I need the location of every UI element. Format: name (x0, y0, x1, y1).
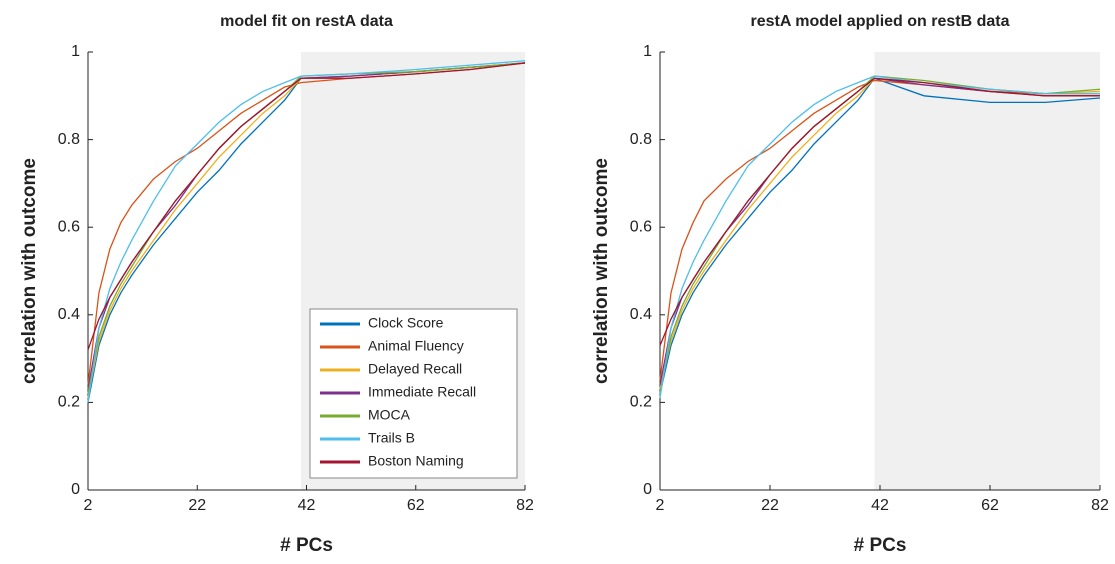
y-tick-label: 0.2 (58, 394, 80, 411)
y-tick-label: 0.8 (58, 131, 80, 148)
x-tick-label: 42 (298, 497, 316, 514)
x-tick-label: 2 (656, 497, 665, 514)
legend-label: MOCA (368, 407, 411, 423)
chart-title: restA model applied on restB data (750, 13, 1009, 30)
x-tick-label: 2 (84, 497, 93, 514)
y-tick-label: 0.6 (58, 218, 80, 235)
series-line (659, 77, 1100, 346)
y-axis-label: correlation with outcome (591, 158, 612, 384)
x-axis-label: # PCs (280, 535, 333, 556)
x-tick-label: 62 (407, 497, 425, 514)
series-line (659, 75, 1100, 399)
x-tick-label: 42 (871, 497, 889, 514)
legend-label: Animal Fluency (368, 338, 464, 354)
y-tick-label: 0 (643, 481, 652, 498)
y-tick-label: 1 (643, 43, 652, 60)
legend-label: Delayed Recall (368, 361, 462, 377)
series-line (87, 60, 526, 403)
x-tick-label: 82 (516, 497, 534, 514)
y-tick-label: 0.4 (58, 306, 80, 323)
series-line (87, 62, 526, 351)
legend-label: Trails B (368, 430, 415, 446)
y-tick-label: 1 (71, 43, 80, 60)
y-tick-label: 0.4 (630, 306, 652, 323)
x-tick-label: 82 (1091, 497, 1109, 514)
y-axis-label: correlation with outcome (19, 158, 40, 384)
y-tick-label: 0.8 (630, 131, 652, 148)
x-axis-label: # PCs (854, 535, 907, 556)
x-tick-label: 62 (981, 497, 999, 514)
y-tick-label: 0.2 (630, 394, 652, 411)
x-tick-label: 22 (188, 497, 206, 514)
legend-label: Immediate Recall (368, 384, 476, 400)
legend-label: Boston Naming (368, 453, 464, 469)
series-line (659, 77, 1101, 394)
legend: Clock Score Animal Fluency Delayed Recall I… (309, 308, 518, 479)
shaded-region (874, 52, 1100, 490)
x-tick-label: 22 (761, 497, 779, 514)
y-tick-label: 0 (71, 481, 80, 498)
y-tick-label: 0.6 (630, 218, 652, 235)
chart-title: model fit on restA data (220, 13, 393, 30)
legend-label: Clock Score (368, 315, 444, 331)
